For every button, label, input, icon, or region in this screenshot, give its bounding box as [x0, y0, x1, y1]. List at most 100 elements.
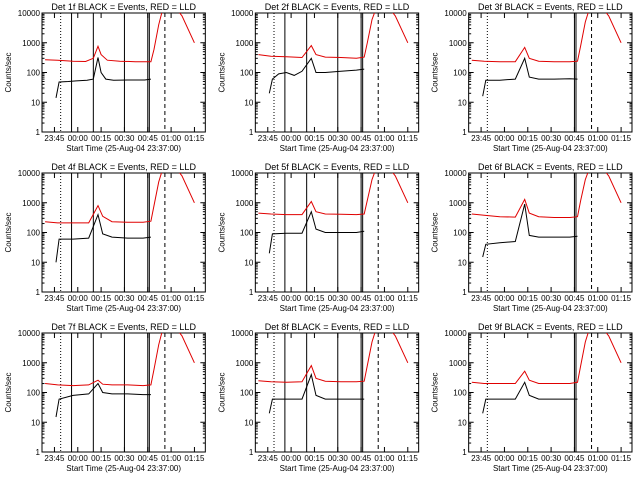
x-tick-label: 00:30	[114, 294, 135, 303]
panel-3: Det 3f BLACK = Events, RED = LLD 1 10 100 10…	[431, 2, 633, 153]
x-axis-label: Start Time (25-Aug-04 23:37:00)	[66, 464, 181, 473]
x-tick-label: 00:15	[304, 294, 325, 303]
y-tick-label: 1000	[236, 39, 254, 48]
y-tick-label: 1	[249, 448, 254, 457]
panel-title: Det 9f BLACK = Events, RED = LLD	[478, 322, 623, 332]
y-tick-label: 1000	[236, 199, 254, 208]
lld-series-line	[471, 13, 622, 63]
x-tick-label: 00:00	[68, 134, 89, 143]
y-tick-label: 1000	[22, 39, 40, 48]
x-tick-label: 00:00	[281, 454, 302, 463]
panel-title: Det 2f BLACK = Events, RED = LLD	[265, 2, 410, 12]
x-tick-label: 00:00	[68, 454, 89, 463]
y-axis-label: Counts/sec	[4, 212, 13, 252]
plot-frame	[468, 332, 633, 453]
x-tick-label: 00:00	[68, 294, 89, 303]
x-tick-label: 00:45	[564, 134, 585, 143]
lld-series-line	[258, 13, 409, 59]
x-tick-label: 01:15	[184, 294, 205, 303]
plot-frame	[468, 172, 633, 293]
y-tick-label: 1000	[236, 359, 254, 368]
x-tick-label: 00:45	[564, 294, 585, 303]
panel-title: Det 3f BLACK = Events, RED = LLD	[478, 2, 623, 12]
plot-frame	[254, 332, 420, 453]
plot-area	[471, 13, 622, 132]
panel-8: Det 8f BLACK = Events, RED = LLD 1 10 100 10…	[217, 322, 420, 473]
y-tick-label: 10000	[18, 329, 41, 338]
events-series-line	[268, 57, 365, 94]
x-tick-label: 00:30	[114, 134, 135, 143]
x-tick-label: 23:45	[258, 294, 279, 303]
y-tick-label: 10000	[231, 329, 254, 338]
x-tick-label: 00:45	[351, 294, 372, 303]
x-tick-label: 23:45	[44, 454, 65, 463]
events-series-line	[55, 212, 151, 263]
x-tick-label: 23:45	[471, 294, 492, 303]
y-tick-label: 1	[36, 288, 41, 297]
x-tick-label: 23:45	[44, 294, 65, 303]
plot-area	[471, 173, 622, 292]
y-axis-label: Counts/sec	[431, 52, 440, 92]
x-tick-label: 00:30	[328, 294, 349, 303]
y-tick-label: 100	[27, 229, 41, 238]
plot-area	[258, 13, 409, 132]
x-axis-label: Start Time (25-Aug-04 23:37:00)	[280, 304, 395, 313]
y-tick-label: 1	[36, 128, 41, 137]
panel-9: Det 9f BLACK = Events, RED = LLD 1 10 100 10…	[431, 322, 633, 473]
x-tick-label: 00:30	[541, 294, 562, 303]
x-tick-label: 01:00	[161, 454, 182, 463]
events-series-line	[55, 382, 151, 418]
x-tick-label: 01:00	[374, 294, 395, 303]
x-tick-label: 01:00	[161, 134, 182, 143]
panel-title: Det 1f BLACK = Events, RED = LLD	[51, 2, 196, 12]
y-tick-label: 10	[244, 418, 253, 427]
y-axis-label: Counts/sec	[217, 212, 226, 252]
x-tick-label: 00:15	[518, 294, 539, 303]
y-axis-label: Counts/sec	[431, 372, 440, 412]
x-tick-label: 00:15	[91, 454, 112, 463]
x-tick-label: 00:15	[304, 134, 325, 143]
x-tick-label: 00:00	[281, 134, 302, 143]
x-tick-label: 00:00	[494, 294, 515, 303]
y-tick-label: 1	[249, 128, 254, 137]
plot-frame	[41, 172, 206, 293]
x-tick-label: 00:15	[518, 134, 539, 143]
x-tick-label: 00:30	[328, 134, 349, 143]
lld-series-line	[258, 173, 409, 216]
y-tick-label: 1	[249, 288, 254, 297]
x-tick-label: 01:00	[588, 454, 609, 463]
panel-title: Det 8f BLACK = Events, RED = LLD	[265, 322, 410, 332]
x-tick-label: 00:00	[494, 454, 515, 463]
y-tick-label: 1	[462, 288, 467, 297]
x-tick-label: 01:15	[398, 294, 419, 303]
x-tick-label: 00:45	[564, 454, 585, 463]
x-tick-label: 00:45	[138, 454, 159, 463]
x-tick-label: 01:00	[374, 134, 395, 143]
y-tick-label: 10000	[18, 169, 41, 178]
y-axis-label: Counts/sec	[217, 372, 226, 412]
x-axis-label: Start Time (25-Aug-04 23:37:00)	[66, 144, 181, 153]
x-tick-label: 00:30	[541, 454, 562, 463]
y-tick-label: 100	[453, 229, 467, 238]
y-tick-label: 100	[27, 389, 41, 398]
y-tick-label: 10000	[444, 329, 467, 338]
y-tick-label: 10	[458, 98, 467, 107]
events-series-line	[268, 210, 365, 254]
x-tick-label: 00:15	[91, 134, 112, 143]
plot-frame	[468, 12, 633, 133]
panel-5: Det 5f BLACK = Events, RED = LLD 1 10 100 10…	[217, 162, 420, 313]
y-tick-label: 100	[240, 389, 254, 398]
x-axis-label: Start Time (25-Aug-04 23:37:00)	[493, 144, 608, 153]
panel-6: Det 6f BLACK = Events, RED = LLD 1 10 100 10…	[431, 162, 633, 313]
x-tick-label: 01:15	[398, 454, 419, 463]
events-series-line	[482, 381, 578, 414]
x-tick-label: 23:45	[471, 134, 492, 143]
y-axis-label: Counts/sec	[431, 212, 440, 252]
y-axis-label: Counts/sec	[4, 52, 13, 92]
x-tick-label: 01:15	[611, 134, 632, 143]
y-tick-label: 10	[244, 258, 253, 267]
y-tick-label: 1	[36, 448, 41, 457]
panel-title: Det 7f BLACK = Events, RED = LLD	[51, 322, 196, 332]
y-tick-label: 10000	[231, 169, 254, 178]
